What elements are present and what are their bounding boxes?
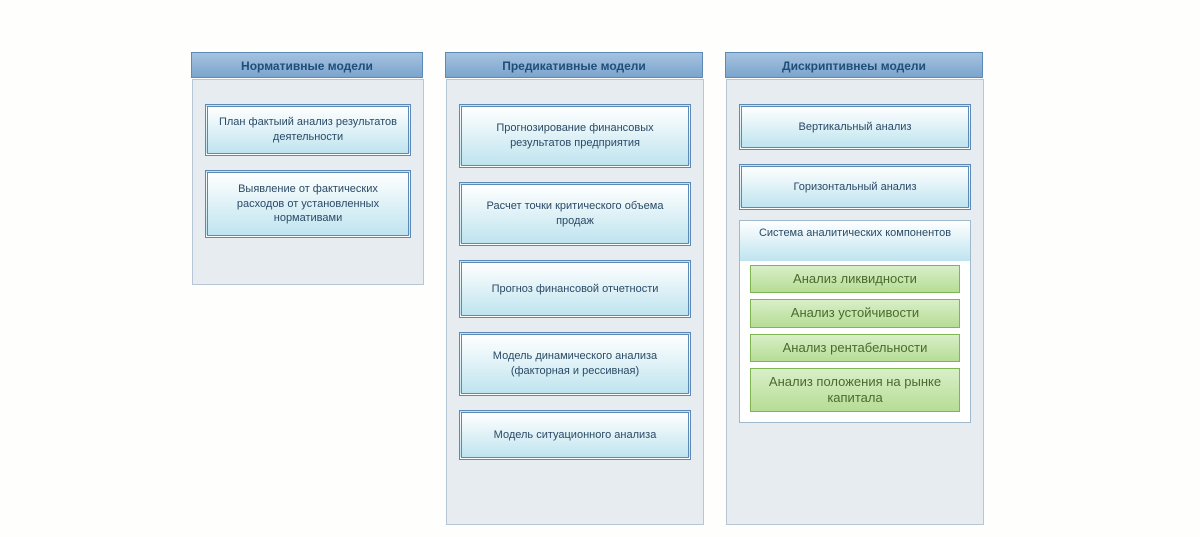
sub-item-0: Анализ ликвидности: [750, 265, 960, 293]
sub-item-1: Анализ устойчивости: [750, 299, 960, 327]
item-box-1-4: Модель ситуационного анализа: [459, 410, 691, 460]
sub-panel-header: Система аналитических компонентов: [740, 221, 970, 261]
column-header-2: Дискриптивнеы модели: [725, 52, 983, 78]
item-box-0-0: План фактыий анализ результатов деятельн…: [205, 104, 411, 156]
sub-panel: Система аналитических компонентов Анализ …: [739, 220, 971, 423]
column-header-0: Нормативные модели: [191, 52, 423, 78]
column-2: Вертикальный анализ Горизонтальный анализ…: [726, 79, 984, 525]
item-box-1-0: Прогнозирование финансовых результатов п…: [459, 104, 691, 168]
item-box-1-3: Модель динамического анализа (факторная …: [459, 332, 691, 396]
column-header-1: Предикативные модели: [445, 52, 703, 78]
item-box-0-1: Выявление от фактических расходов от уст…: [205, 170, 411, 238]
column-1: Прогнозирование финансовых результатов п…: [446, 79, 704, 525]
item-box-1-1: Расчет точки критического объема продаж: [459, 182, 691, 246]
item-box-1-2: Прогноз финансовой отчетности: [459, 260, 691, 318]
item-box-2-0: Вертикальный анализ: [739, 104, 971, 150]
item-box-2-1: Горизонтальный анализ: [739, 164, 971, 210]
sub-item-2: Анализ рентабельности: [750, 334, 960, 362]
column-0: План фактыий анализ результатов деятельн…: [192, 79, 424, 285]
sub-item-3: Анализ положения на рынке капитала: [750, 368, 960, 413]
